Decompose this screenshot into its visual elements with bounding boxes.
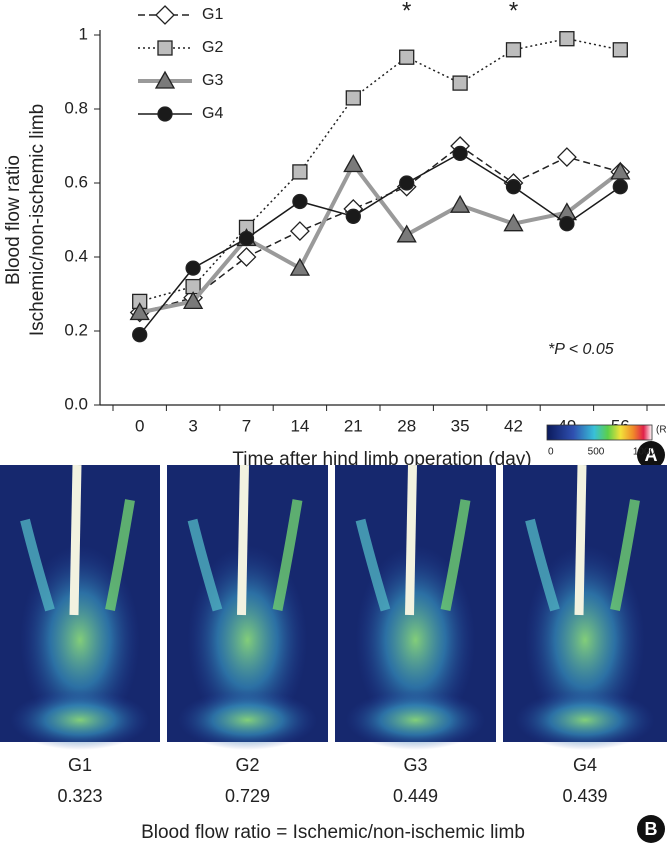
data-point bbox=[345, 90, 361, 106]
y-tick-label: 0.4 bbox=[64, 246, 88, 265]
data-point bbox=[343, 154, 364, 173]
data-point bbox=[289, 257, 311, 276]
data-point bbox=[399, 175, 415, 191]
laser-doppler-image bbox=[335, 464, 496, 750]
limb bbox=[355, 518, 391, 612]
caption: Blood flow ratio = Ischemic/non-ischemic… bbox=[141, 822, 525, 843]
data-point bbox=[185, 260, 201, 276]
panel-badge bbox=[637, 441, 665, 469]
legend-marker bbox=[154, 70, 176, 89]
legend-label: G2 bbox=[202, 39, 223, 56]
legend-label: G4 bbox=[202, 105, 223, 122]
data-point bbox=[505, 179, 522, 195]
image-label: G3 bbox=[403, 755, 427, 775]
legend-label: G3 bbox=[202, 72, 223, 89]
data-point bbox=[236, 247, 257, 267]
annotation: *P < 0.05 bbox=[548, 341, 614, 358]
laser-doppler-image bbox=[503, 464, 667, 750]
limb bbox=[525, 518, 560, 612]
limb bbox=[187, 518, 223, 612]
data-point bbox=[503, 213, 524, 232]
panel-label: A bbox=[645, 445, 658, 465]
data-point bbox=[238, 230, 255, 247]
body-glow bbox=[10, 690, 150, 750]
data-point bbox=[396, 224, 417, 243]
limb bbox=[20, 518, 55, 612]
data-point bbox=[610, 161, 631, 180]
x-tick-label: 42 bbox=[504, 416, 523, 435]
x-tick-label: 21 bbox=[344, 416, 363, 435]
y-tick-label: 0.0 bbox=[64, 394, 88, 413]
y-tick-label: 0.2 bbox=[64, 320, 88, 339]
colorbar bbox=[546, 424, 653, 441]
image-value: 0.729 bbox=[225, 786, 270, 806]
data-point bbox=[559, 31, 575, 47]
laser-doppler-image bbox=[167, 464, 328, 750]
y-axis-title: Blood flow ratio bbox=[3, 155, 24, 285]
significance-mark: * bbox=[509, 0, 518, 24]
y-axis-title: Ischemic/non-ischemic limb bbox=[27, 104, 48, 336]
x-tick-label: 35 bbox=[451, 416, 470, 435]
data-point bbox=[449, 194, 471, 213]
data-point bbox=[612, 179, 628, 195]
data-point bbox=[182, 291, 204, 310]
data-point bbox=[399, 49, 415, 65]
data-point bbox=[452, 75, 468, 91]
image-label: G1 bbox=[68, 755, 92, 775]
limb bbox=[105, 499, 135, 611]
tail bbox=[574, 464, 587, 616]
image-label: G2 bbox=[235, 755, 259, 775]
legend-label: G1 bbox=[202, 6, 223, 23]
data-point bbox=[129, 302, 150, 321]
y-tick-label: 0.8 bbox=[64, 98, 88, 117]
tail bbox=[237, 464, 249, 616]
data-point bbox=[452, 145, 468, 162]
x-tick-label: 3 bbox=[188, 416, 197, 435]
limb bbox=[272, 499, 303, 611]
series-line bbox=[139, 145, 621, 314]
image-value: 0.323 bbox=[57, 786, 102, 806]
colorbar-tick: 0 bbox=[548, 447, 554, 458]
x-tick-label: 28 bbox=[397, 416, 416, 435]
x-tick-label: 7 bbox=[242, 416, 251, 435]
data-point bbox=[505, 42, 522, 58]
limb bbox=[440, 499, 471, 611]
legend-marker bbox=[155, 5, 175, 25]
image-value: 0.439 bbox=[562, 786, 607, 806]
data-point bbox=[345, 208, 361, 224]
legend-marker bbox=[157, 40, 173, 56]
data-point bbox=[292, 193, 308, 210]
laser-doppler-image bbox=[0, 464, 160, 750]
colorbar-tick: 500 bbox=[588, 447, 605, 458]
limb bbox=[610, 499, 640, 611]
legend-marker bbox=[157, 106, 173, 122]
colorbar-unit: (RU) bbox=[656, 425, 667, 436]
series-line bbox=[139, 152, 621, 336]
data-point bbox=[132, 327, 148, 343]
image-value: 0.449 bbox=[393, 786, 438, 806]
body-glow bbox=[515, 690, 655, 750]
body-glow bbox=[345, 690, 486, 750]
x-tick-label: 0 bbox=[135, 416, 144, 435]
data-point bbox=[559, 216, 575, 232]
x-axis-title: Time after hind limb operation (day) bbox=[232, 449, 531, 470]
series-line bbox=[139, 37, 621, 303]
series-line bbox=[139, 160, 622, 315]
panel-label: B bbox=[645, 819, 658, 839]
x-tick-label: 14 bbox=[290, 416, 309, 435]
colorbar-tick: 1000 bbox=[633, 447, 656, 458]
image-label: G4 bbox=[573, 755, 597, 775]
data-point bbox=[292, 164, 308, 180]
tail bbox=[69, 464, 82, 616]
data-point bbox=[289, 221, 310, 242]
y-tick-label: 0.6 bbox=[64, 172, 88, 191]
data-point bbox=[612, 42, 628, 58]
panel-badge bbox=[637, 815, 665, 843]
body-glow bbox=[177, 690, 318, 750]
significance-mark: * bbox=[402, 0, 411, 24]
y-tick-label: 1 bbox=[79, 24, 88, 43]
data-point bbox=[556, 147, 577, 168]
tail bbox=[405, 464, 417, 616]
